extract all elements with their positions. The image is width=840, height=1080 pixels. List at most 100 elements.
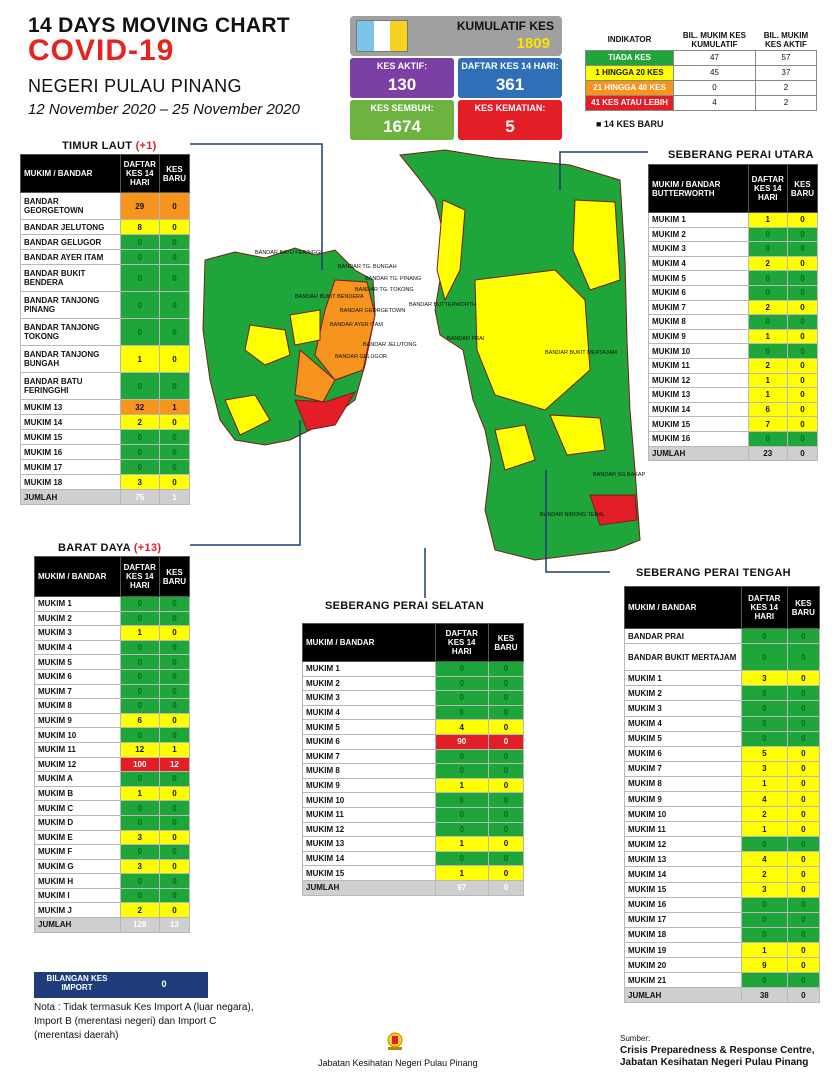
area-name: MUKIM 9	[624, 791, 742, 808]
column-header: DAFTAR KES 14 HARI	[747, 164, 788, 213]
aktif-label: KES AKTIF:	[376, 61, 428, 71]
area-name: BANDAR AYER ITAM	[20, 249, 121, 265]
spu-table: MUKIM / BANDAR BUTTERWORTH DAFTAR KES 14 …	[648, 164, 819, 462]
area-name: MUKIM 15	[20, 429, 121, 445]
daftar-value: 0	[119, 814, 160, 831]
daftar-value: 0	[119, 639, 160, 656]
area-name: MUKIM 7	[648, 299, 749, 316]
table-row: BANDAR AYER ITAM 0 0	[20, 249, 191, 265]
table-row: MUKIM 13 1 0	[648, 387, 819, 403]
baru-value: 0	[158, 234, 191, 250]
table-row: MUKIM 16 0 0	[624, 896, 821, 913]
daftar-value: 0	[434, 675, 489, 692]
baru-value: 0	[158, 318, 191, 346]
table-row: BANDAR TANJONG BUNGAH 1 0	[20, 345, 191, 373]
daftar-value: 0	[434, 763, 489, 779]
table-row: MUKIM 19 1 0	[624, 941, 821, 959]
table-row: MUKIM 12 1 0	[648, 372, 819, 389]
total-baru: 1	[158, 489, 191, 505]
daftar-value: 1	[741, 821, 788, 838]
area-name: MUKIM 6	[648, 284, 749, 301]
baru-value: 0	[786, 241, 819, 257]
table-row: MUKIM 10 0 0	[34, 727, 191, 743]
area-name: MUKIM 11	[648, 357, 749, 374]
indicator-label: 1 HINGGA 20 KES	[585, 64, 674, 81]
area-name: MUKIM 15	[648, 416, 749, 432]
baru-value: 0	[786, 226, 819, 243]
area-name: MUKIM 1	[34, 596, 121, 612]
daftar-value: 0	[119, 800, 160, 816]
daftar-value: 2	[747, 255, 788, 272]
baru-value: 0	[786, 806, 821, 823]
area-name: MUKIM 2	[34, 610, 121, 627]
baru-value: 0	[786, 328, 819, 345]
daftar-value: 0	[747, 284, 788, 301]
area-name: MUKIM B	[34, 785, 121, 802]
total-baru: 0	[487, 879, 525, 896]
daftar-value: 3	[741, 760, 788, 777]
daftar-value: 0	[747, 343, 788, 359]
area-name: MUKIM 9	[302, 777, 436, 794]
timur-laut-delta: (+1)	[135, 140, 157, 152]
header-title: 14 DAYS MOVING CHART	[28, 14, 290, 37]
table-row: MUKIM 17 0 0	[20, 459, 191, 475]
indicator-header: INDIKATOR	[607, 35, 652, 45]
sps-title: SEBERANG PERAI SELATAN	[325, 600, 484, 612]
column-header: MUKIM / BANDAR	[302, 623, 436, 662]
daftar-value: 3	[741, 881, 788, 898]
baru-value: 0	[158, 698, 191, 714]
import-value: 0	[120, 972, 208, 998]
baru-value: 0	[786, 627, 821, 645]
table-row: BANDAR TANJONG TOKONG 0 0	[20, 318, 191, 346]
daftar-value: 0	[119, 596, 160, 612]
map-label-tg-pinang: BANDAR TG. PINANG	[365, 276, 421, 282]
daftar-value: 0	[741, 715, 788, 732]
area-name: MUKIM 6	[624, 745, 742, 762]
total-baru: 0	[786, 445, 819, 462]
daftar-value: 0	[119, 234, 160, 250]
baru-value: 0	[786, 775, 821, 793]
baru-value: 0	[487, 850, 525, 867]
area-name: MUKIM 6	[34, 668, 121, 685]
area-name: MUKIM 14	[648, 401, 749, 418]
area-name: BANDAR TANJONG PINANG	[20, 291, 121, 319]
daftar-value: 0	[119, 654, 160, 670]
table-row: MUKIM 12 0 0	[624, 836, 821, 853]
area-name: MUKIM 13	[302, 836, 436, 852]
header-state: NEGERI PULAU PINANG	[28, 76, 242, 96]
area-name: MUKIM 3	[34, 625, 121, 641]
daftar14-value: 361	[495, 75, 525, 94]
total-daftar: 75	[119, 489, 160, 505]
area-name: MUKIM 12	[34, 756, 121, 773]
daftar-value: 32	[119, 399, 160, 415]
area-name: MUKIM G	[34, 858, 121, 875]
kumulatif-tile: KUMULATIF KES 1809	[350, 16, 562, 56]
table-row: MUKIM 11 0 0	[302, 806, 525, 823]
baru-value: 0	[158, 414, 191, 430]
daftar-value: 0	[119, 372, 160, 400]
area-name: MUKIM 4	[648, 255, 749, 272]
area-name: MUKIM 18	[20, 474, 121, 490]
table-row: MUKIM 18 0 0	[624, 926, 821, 943]
sembuh-tile: KES SEMBUH: 1674	[350, 100, 454, 140]
column-header: MUKIM / BANDAR	[624, 586, 742, 629]
baru-value: 0	[786, 881, 821, 898]
daftar-value: 9	[741, 957, 788, 974]
indicator-aktif-header: BIL. MUKIM KES AKTIF	[763, 30, 809, 49]
daftar-value: 0	[119, 429, 160, 445]
daftar-value: 2	[741, 866, 788, 883]
area-name: BANDAR GEORGETOWN	[20, 192, 121, 220]
source-line2: Jabatan Kesihatan Negeri Pulau Pinang	[620, 1057, 809, 1068]
spt-title: SEBERANG PERAI TENGAH	[636, 567, 791, 579]
